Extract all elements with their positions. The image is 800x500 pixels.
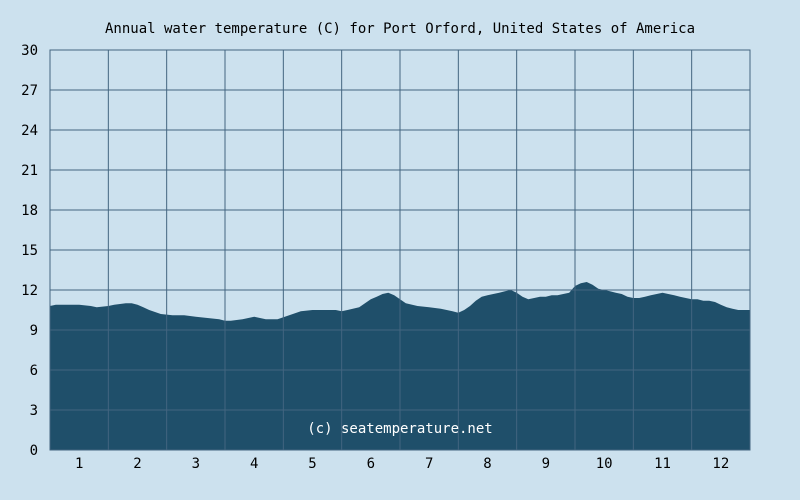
x-tick-label: 7 — [425, 456, 433, 472]
x-tick-label: 8 — [483, 456, 491, 472]
y-tick-label: 3 — [30, 403, 38, 419]
x-tick-label: 12 — [712, 456, 729, 472]
x-tick-label: 9 — [542, 456, 550, 472]
x-tick-label: 1 — [75, 456, 83, 472]
x-tick-label: 4 — [250, 456, 258, 472]
y-tick-label: 30 — [21, 43, 38, 59]
y-tick-label: 12 — [21, 283, 38, 299]
y-tick-label: 0 — [30, 443, 38, 459]
x-tick-label: 10 — [596, 456, 613, 472]
y-tick-label: 18 — [21, 203, 38, 219]
watermark-text: (c) seatemperature.net — [307, 421, 492, 437]
chart-title: Annual water temperature (C) for Port Or… — [105, 21, 695, 37]
x-tick-label: 2 — [133, 456, 141, 472]
y-tick-label: 24 — [21, 123, 38, 139]
y-tick-label: 27 — [21, 83, 38, 99]
y-tick-label: 9 — [30, 323, 38, 339]
x-tick-label: 5 — [308, 456, 316, 472]
x-tick-label: 11 — [654, 456, 671, 472]
y-tick-label: 21 — [21, 163, 38, 179]
x-tick-label: 3 — [192, 456, 200, 472]
x-tick-label: 6 — [367, 456, 375, 472]
plot-border — [49, 49, 751, 451]
y-tick-label: 15 — [21, 243, 38, 259]
y-tick-label: 6 — [30, 363, 38, 379]
